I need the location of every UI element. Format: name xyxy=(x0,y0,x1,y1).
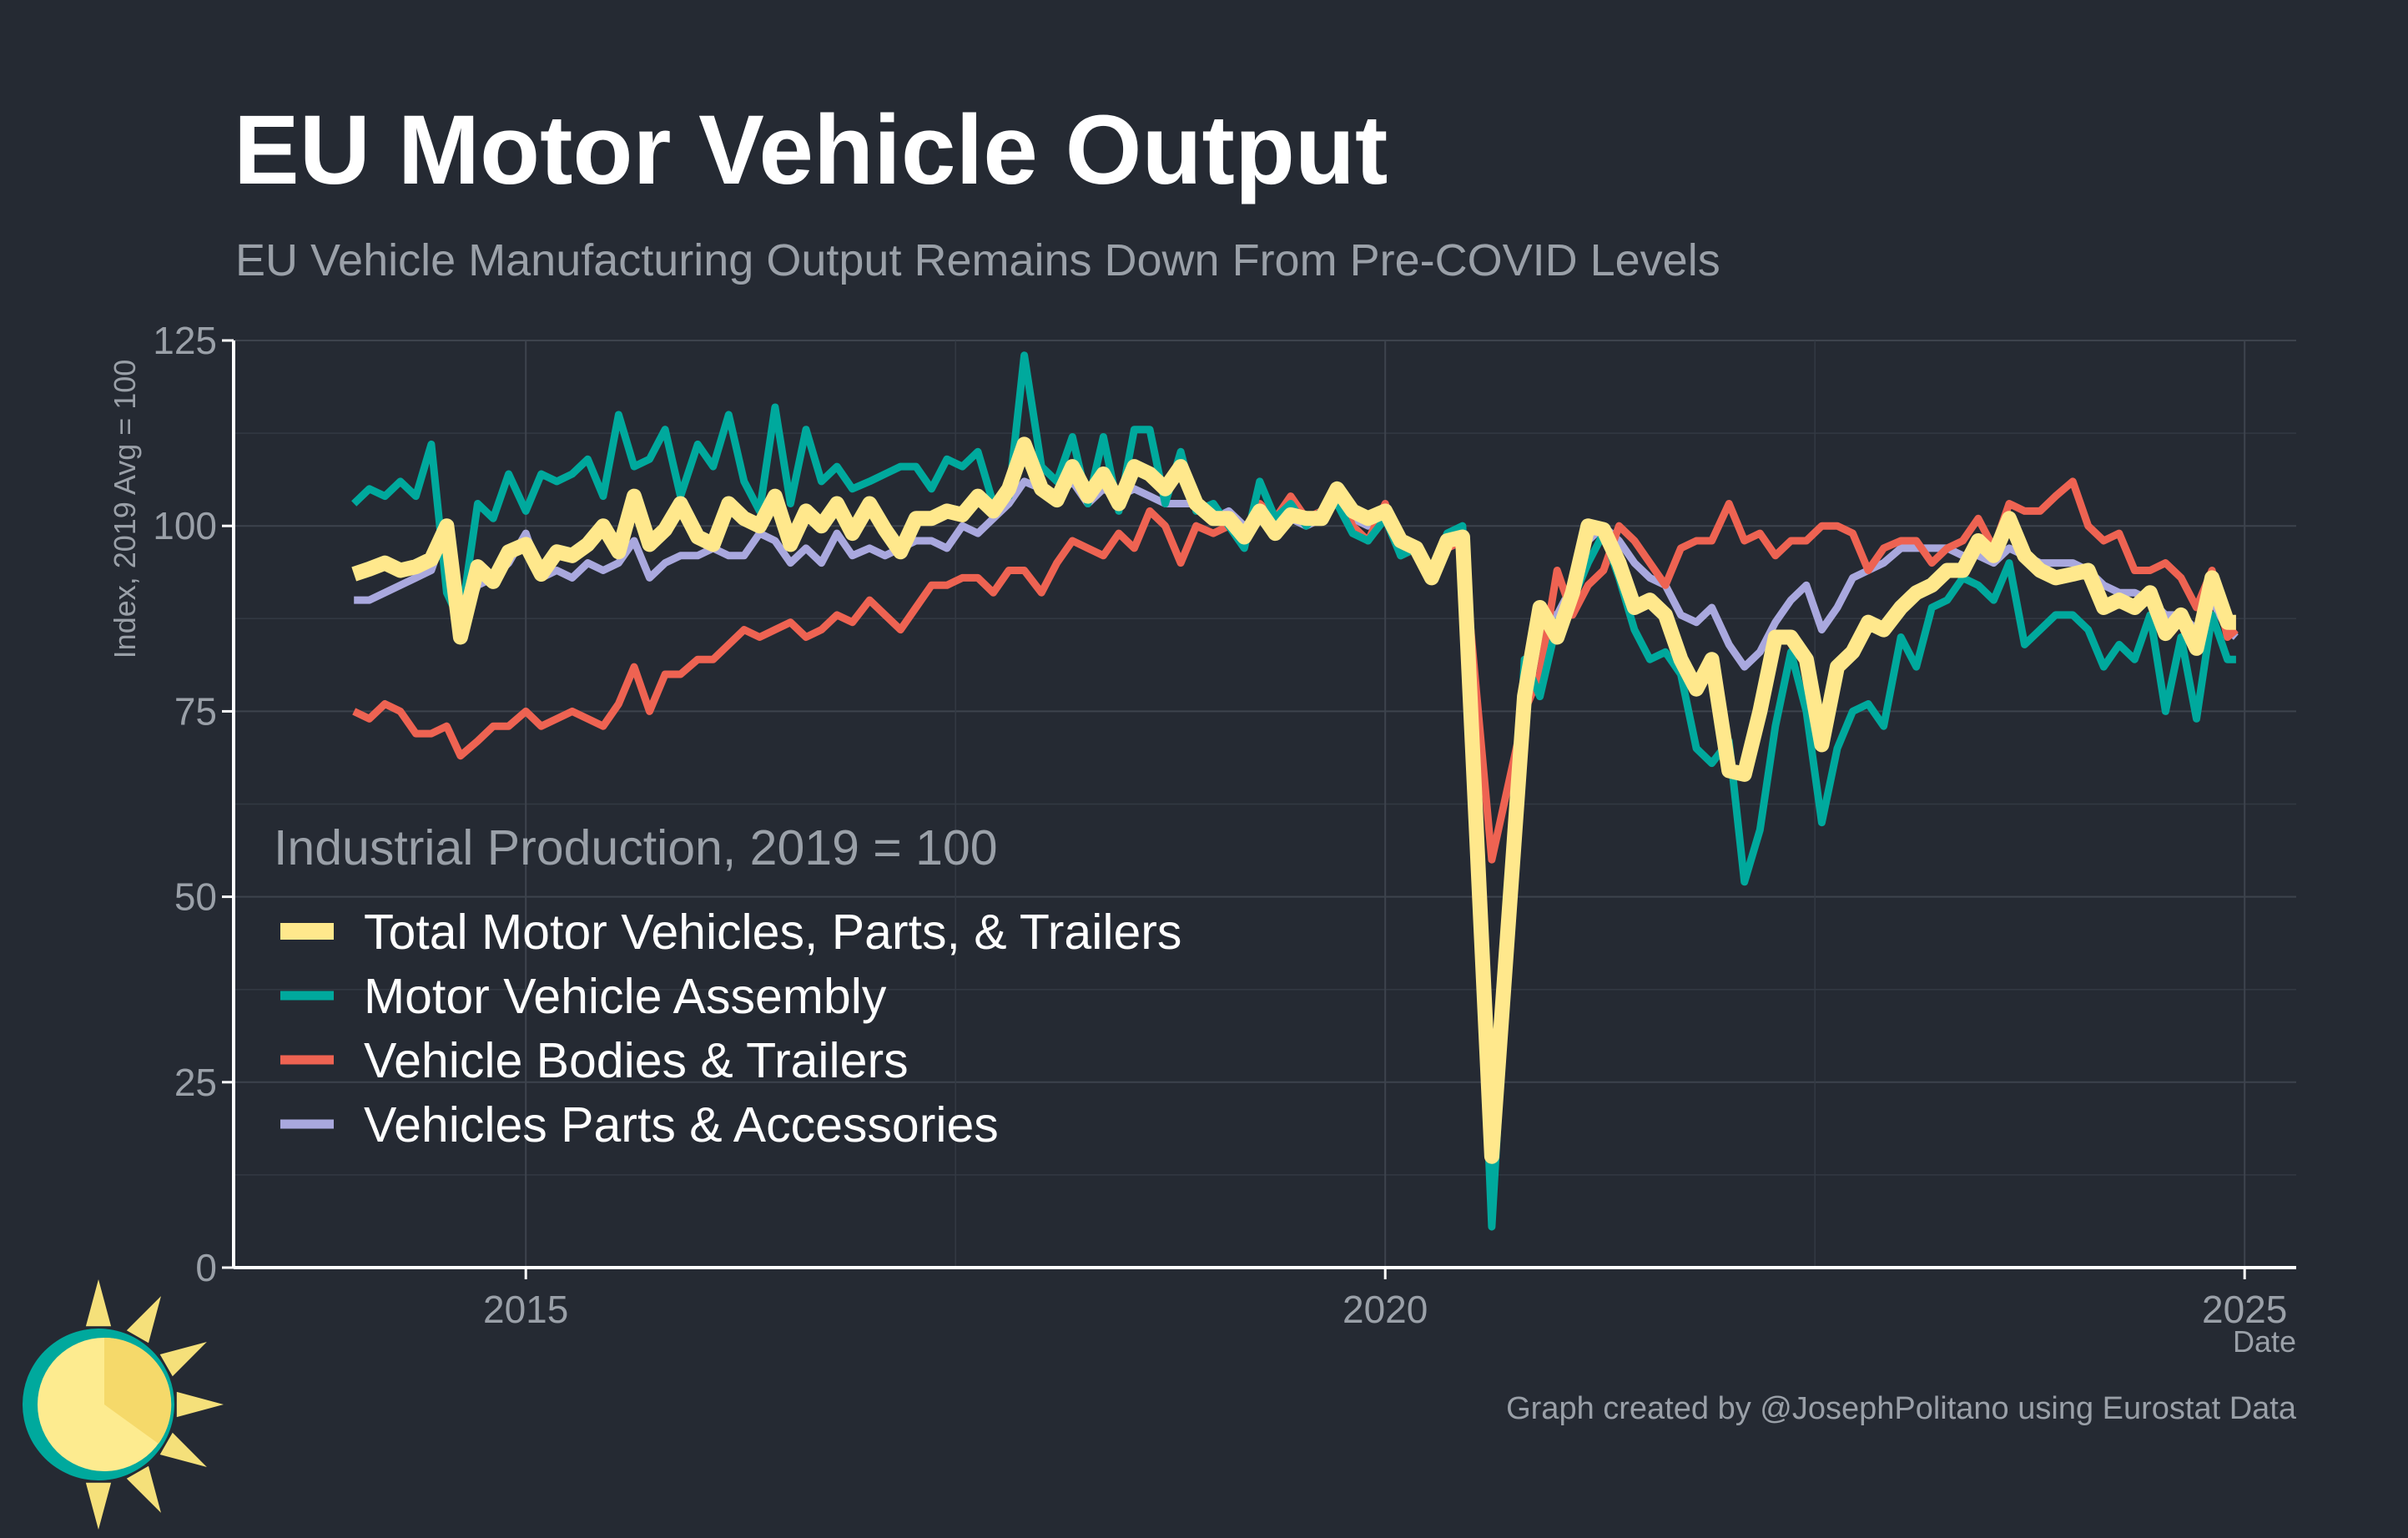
chart-title: EU Motor Vehicle Output xyxy=(234,95,1388,205)
sun-ray-icon xyxy=(126,1296,161,1344)
x-axis-label: Date xyxy=(2233,1324,2296,1359)
y-tick-label: 100 xyxy=(153,504,217,547)
sun-ray-icon xyxy=(176,1391,224,1418)
x-axis-ticks: 2015 2020 2025 xyxy=(483,1268,2287,1331)
sun-ray-icon xyxy=(85,1279,112,1327)
grid xyxy=(234,340,2296,1268)
series-line-motor-vehicle-assembly xyxy=(351,351,2236,1231)
x-tick-label: 2025 xyxy=(2202,1288,2287,1331)
y-tick-label: 0 xyxy=(195,1246,217,1289)
sun-shade-icon xyxy=(104,1337,172,1444)
legend-label-vehicles-parts-accessories: Vehicles Parts & Accessories xyxy=(364,1097,999,1152)
legend-title: Industrial Production, 2019 = 100 xyxy=(274,820,998,875)
x-tick-label: 2020 xyxy=(1343,1288,1428,1331)
chart-subtitle: EU Vehicle Manufacturing Output Remains … xyxy=(235,235,1720,285)
x-tick-label: 2015 xyxy=(483,1288,568,1331)
y-tick-label: 75 xyxy=(174,689,217,733)
legend-label-total-motor-vehicles-parts-trailers: Total Motor Vehicles, Parts, & Trailers xyxy=(364,905,1181,960)
series-layer xyxy=(351,351,2239,1231)
legend-label-vehicle-bodies-trailers: Vehicle Bodies & Trailers xyxy=(364,1033,909,1088)
sun-rays-icon xyxy=(85,1279,224,1530)
sun-logo xyxy=(23,1279,224,1530)
legend-label-motor-vehicle-assembly: Motor Vehicle Assembly xyxy=(364,969,887,1024)
y-tick-label: 125 xyxy=(153,319,217,362)
y-tick-label: 25 xyxy=(174,1061,217,1104)
series-line-total-motor-vehicles-parts-trailers xyxy=(351,436,2236,1164)
source-caption: Graph created by @JosephPolitano using E… xyxy=(1506,1391,2297,1426)
y-tick-label: 50 xyxy=(174,875,217,919)
y-axis-label: Index, 2019 Avg = 100 xyxy=(108,360,142,659)
sun-ray-icon xyxy=(126,1465,161,1513)
sun-ray-icon xyxy=(159,1342,207,1377)
sun-ray-icon xyxy=(85,1482,112,1530)
legend: Industrial Production, 2019 = 100 Total … xyxy=(274,820,1181,1152)
sun-ray-icon xyxy=(159,1432,207,1467)
y-axis-ticks: 0 25 50 75 100 125 xyxy=(153,319,234,1289)
